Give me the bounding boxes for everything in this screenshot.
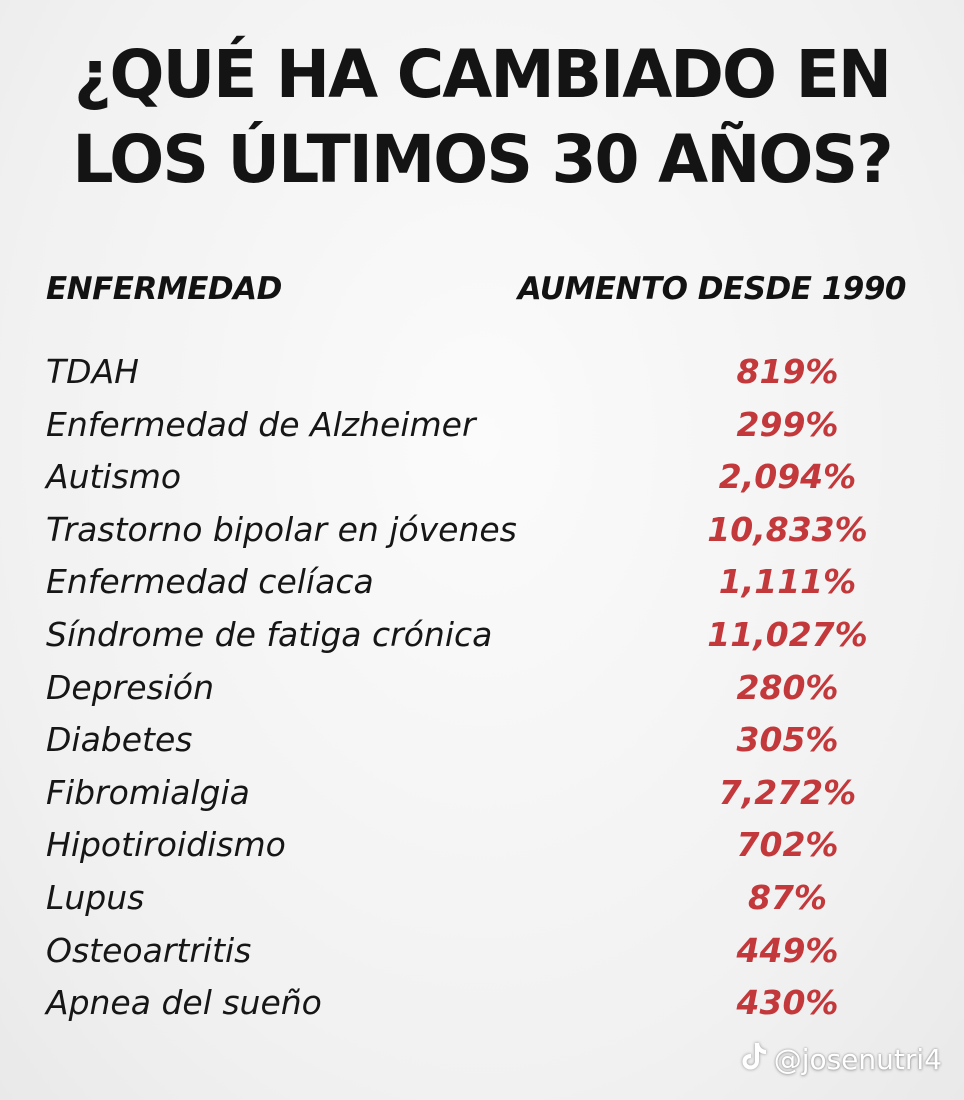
- increase-value: 702%: [736, 825, 839, 865]
- disease-name: Enfermedad celíaca: [46, 562, 374, 602]
- increase-value: 87%: [748, 877, 827, 917]
- disease-name: Autismo: [46, 457, 182, 497]
- table-row: Síndrome de fatiga crónica 11,027%: [0, 609, 964, 662]
- disease-table: TDAH 819% Enfermedad de Alzheimer 299% A…: [0, 346, 964, 1030]
- increase-value: 7,272%: [718, 772, 857, 812]
- disease-name: Hipotiroidismo: [46, 825, 286, 865]
- table-row: Lupus 87%: [0, 872, 964, 925]
- increase-value: 305%: [736, 720, 839, 760]
- table-row: Depresión 280%: [0, 662, 964, 715]
- watermark: @josenutri4: [740, 1041, 942, 1078]
- increase-value: 430%: [736, 983, 839, 1023]
- table-row: Apnea del sueño 430%: [0, 977, 964, 1030]
- tiktok-icon: [740, 1041, 768, 1078]
- title-line-1: ¿QUÉ HA CAMBIADO EN: [73, 36, 892, 113]
- column-header-increase: AUMENTO DESDE 1990: [517, 271, 907, 307]
- increase-value: 280%: [736, 667, 839, 707]
- table-row: Hipotiroidismo 702%: [0, 819, 964, 872]
- disease-name: Síndrome de fatiga crónica: [46, 614, 493, 654]
- increase-value: 10,833%: [707, 509, 868, 549]
- disease-name: Enfermedad de Alzheimer: [46, 404, 476, 444]
- column-header-disease: ENFERMEDAD: [46, 271, 282, 307]
- increase-value: 11,027%: [707, 614, 868, 654]
- title-line-2: LOS ÚLTIMOS 30 AÑOS?: [72, 121, 893, 198]
- table-row: Autismo 2,094%: [0, 451, 964, 504]
- table-row: Osteoartritis 449%: [0, 925, 964, 978]
- increase-value: 2,094%: [718, 457, 857, 497]
- table-row: Enfermedad de Alzheimer 299%: [0, 399, 964, 452]
- table-row: Trastorno bipolar en jóvenes 10,833%: [0, 504, 964, 557]
- disease-name: Osteoartritis: [46, 930, 252, 970]
- increase-value: 299%: [736, 404, 839, 444]
- disease-name: Fibromialgia: [46, 772, 250, 812]
- table-row: Enfermedad celíaca 1,111%: [0, 556, 964, 609]
- table-row: Fibromialgia 7,272%: [0, 767, 964, 820]
- disease-name: Trastorno bipolar en jóvenes: [46, 509, 517, 549]
- disease-name: Diabetes: [46, 720, 193, 760]
- increase-value: 449%: [736, 930, 839, 970]
- disease-name: TDAH: [46, 352, 139, 391]
- increase-value: 819%: [736, 352, 839, 391]
- disease-name: Depresión: [46, 667, 214, 707]
- disease-name: Apnea del sueño: [46, 983, 322, 1023]
- table-row: TDAH 819%: [0, 346, 964, 399]
- disease-name: Lupus: [46, 877, 145, 917]
- watermark-handle: @josenutri4: [773, 1043, 942, 1076]
- table-row: Diabetes 305%: [0, 714, 964, 767]
- increase-value: 1,111%: [718, 562, 857, 602]
